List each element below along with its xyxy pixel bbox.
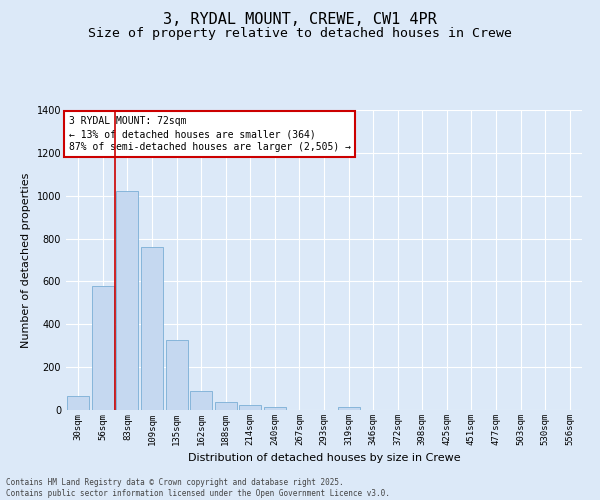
Bar	[239, 404, 262, 410]
Y-axis label: Number of detached properties: Number of detached properties	[21, 172, 31, 348]
Bar	[215, 402, 237, 410]
Text: Size of property relative to detached houses in Crewe: Size of property relative to detached ho…	[88, 28, 512, 40]
Bar	[338, 407, 359, 410]
Bar	[264, 407, 286, 410]
Text: 3 RYDAL MOUNT: 72sqm
← 13% of detached houses are smaller (364)
87% of semi-deta: 3 RYDAL MOUNT: 72sqm ← 13% of detached h…	[68, 116, 350, 152]
Bar	[190, 390, 212, 410]
Text: 3, RYDAL MOUNT, CREWE, CW1 4PR: 3, RYDAL MOUNT, CREWE, CW1 4PR	[163, 12, 437, 28]
Bar	[166, 340, 188, 410]
Text: Contains HM Land Registry data © Crown copyright and database right 2025.
Contai: Contains HM Land Registry data © Crown c…	[6, 478, 390, 498]
Bar	[92, 286, 114, 410]
X-axis label: Distribution of detached houses by size in Crewe: Distribution of detached houses by size …	[188, 454, 460, 464]
Bar	[116, 192, 139, 410]
Bar	[67, 396, 89, 410]
Bar	[141, 247, 163, 410]
